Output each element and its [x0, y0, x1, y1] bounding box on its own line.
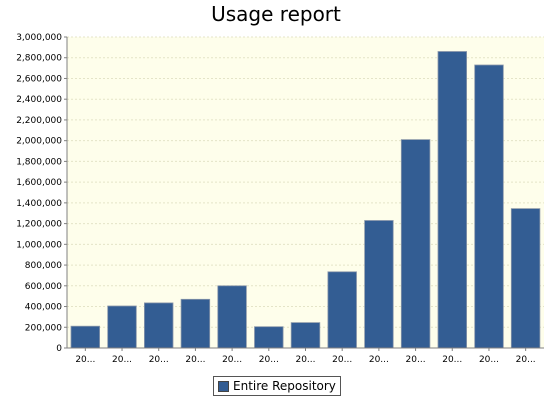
- y-tick-label: 1,200,000: [16, 220, 62, 230]
- bar: [180, 298, 211, 349]
- bar: [364, 220, 394, 349]
- x-tick-label: 20...: [516, 355, 536, 365]
- x-tick-label: 20...: [149, 355, 169, 365]
- y-tick-label: 2,600,000: [16, 74, 62, 84]
- bars: [70, 51, 541, 349]
- x-tick-label: 20...: [112, 355, 132, 365]
- x-tick-label: 20...: [222, 355, 242, 365]
- bar: [70, 325, 101, 349]
- y-tick-label: 800,000: [25, 261, 62, 271]
- y-tick-label: 0: [56, 344, 62, 354]
- y-tick-label: 1,000,000: [16, 240, 62, 250]
- chart-title: Usage report: [211, 2, 341, 26]
- y-tick-label: 200,000: [25, 323, 62, 333]
- y-axis-ticks: 0 200,000 400,000 600,000 800,000 1,000,000 1,…: [16, 33, 67, 354]
- y-tick-label: 2,000,000: [16, 137, 62, 147]
- y-tick-label: 600,000: [25, 282, 62, 292]
- bar: [400, 139, 431, 349]
- x-tick-label: 20...: [185, 355, 205, 365]
- bar: [143, 302, 174, 349]
- x-tick-label: 20...: [75, 355, 95, 365]
- x-tick-label: 20...: [479, 355, 499, 365]
- bar: [474, 64, 504, 349]
- x-tick-label: 20...: [295, 355, 315, 365]
- bar: [107, 305, 137, 349]
- x-tick-label: 20...: [442, 355, 462, 365]
- legend: Entire Repository: [213, 376, 341, 396]
- x-tick-label: 20...: [259, 355, 279, 365]
- y-tick-label: 3,000,000: [16, 33, 62, 43]
- y-tick-label: 2,200,000: [16, 116, 62, 126]
- bar: [254, 326, 284, 349]
- y-tick-label: 1,600,000: [16, 178, 62, 188]
- bar: [437, 51, 468, 349]
- y-tick-label: 1,400,000: [16, 199, 62, 209]
- bar: [327, 271, 357, 349]
- bar: [217, 285, 247, 349]
- x-axis-ticks: 20... 20... 20... 20... 20... 20... 20... 20...…: [75, 348, 536, 365]
- y-tick-label: 1,800,000: [16, 157, 62, 167]
- y-tick-label: 2,400,000: [16, 95, 62, 105]
- y-tick-label: 400,000: [25, 303, 62, 313]
- x-tick-label: 20...: [332, 355, 352, 365]
- legend-swatch: [218, 380, 229, 392]
- x-tick-label: 20...: [369, 355, 389, 365]
- x-tick-label: 20...: [406, 355, 426, 365]
- legend-label: Entire Repository: [233, 379, 336, 393]
- y-tick-label: 2,800,000: [16, 54, 62, 64]
- bar: [290, 322, 321, 349]
- plot-area: [67, 37, 544, 348]
- bar: [510, 208, 541, 349]
